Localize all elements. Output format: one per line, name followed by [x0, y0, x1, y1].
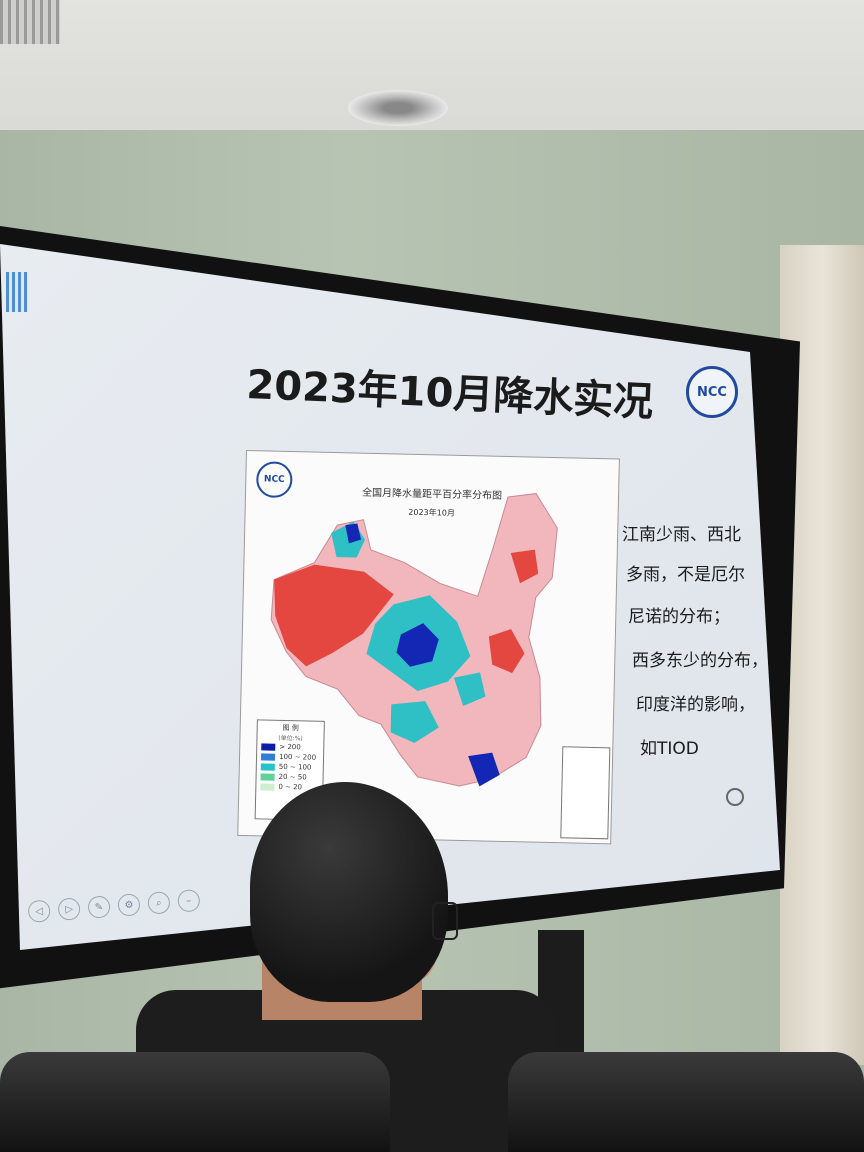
toolbar-play-icon[interactable]: ▷ — [57, 897, 81, 921]
note-line-5: 印度洋的影响， — [636, 695, 755, 715]
toolbar-minimize-icon[interactable]: – — [177, 889, 201, 913]
china-map-shape — [270, 493, 558, 787]
legend-swatch — [260, 782, 275, 791]
toolbar-back-icon[interactable]: ◁ — [27, 899, 51, 923]
note-line-3: 尼诺的分布； — [628, 607, 730, 627]
ncc-logo-text: NCC — [697, 384, 727, 400]
legend-swatch — [260, 762, 275, 771]
wet-region-south — [390, 701, 439, 743]
legend-swatch — [261, 742, 276, 751]
chair-left — [0, 1052, 390, 1152]
ncc-logo: NCC — [686, 366, 738, 418]
slide-nav-button[interactable] — [726, 788, 744, 806]
note-line-1: 江南少雨、西北 — [622, 525, 741, 545]
ceiling-light — [348, 90, 448, 126]
toolbar-zoom-icon[interactable]: ⌕ — [147, 891, 171, 915]
person-head — [250, 782, 448, 1002]
ceiling-vent-left — [0, 0, 60, 44]
legend-label: > 200 — [279, 742, 301, 752]
legend-label: 50 ~ 100 — [278, 762, 312, 772]
south-china-sea-inset — [560, 746, 611, 840]
legend-swatch — [260, 772, 275, 781]
note-line-4: 西多东少的分布， — [632, 651, 768, 671]
legend-swatch — [260, 752, 276, 761]
very-wet-core — [396, 623, 439, 667]
person-glasses — [432, 902, 458, 940]
wet-region-southeast — [468, 752, 500, 787]
dry-region-west — [274, 564, 394, 667]
legend-label: 0 ~ 20 — [278, 782, 303, 792]
dry-region-northeast — [510, 549, 539, 584]
note-line-2: 多雨，不是厄尔 — [626, 565, 745, 585]
legend-label: 20 ~ 50 — [278, 772, 307, 782]
precipitation-map: NCC 全国月降水量距平百分率分布图 2023年10月 图 例 (单位:%) >… — [237, 450, 620, 845]
toolbar-pen-icon[interactable]: ✎ — [87, 895, 111, 919]
dry-region-east — [488, 629, 525, 674]
side-panel-handle[interactable] — [6, 272, 28, 312]
wet-region-center-east — [453, 672, 486, 706]
note-line-6: 如TIOD — [640, 739, 699, 759]
legend-label: 100 ~ 200 — [278, 752, 317, 762]
very-wet-northwest — [345, 523, 361, 544]
toolbar-settings-icon[interactable]: ⚙ — [117, 893, 141, 917]
chair-right — [508, 1052, 864, 1152]
